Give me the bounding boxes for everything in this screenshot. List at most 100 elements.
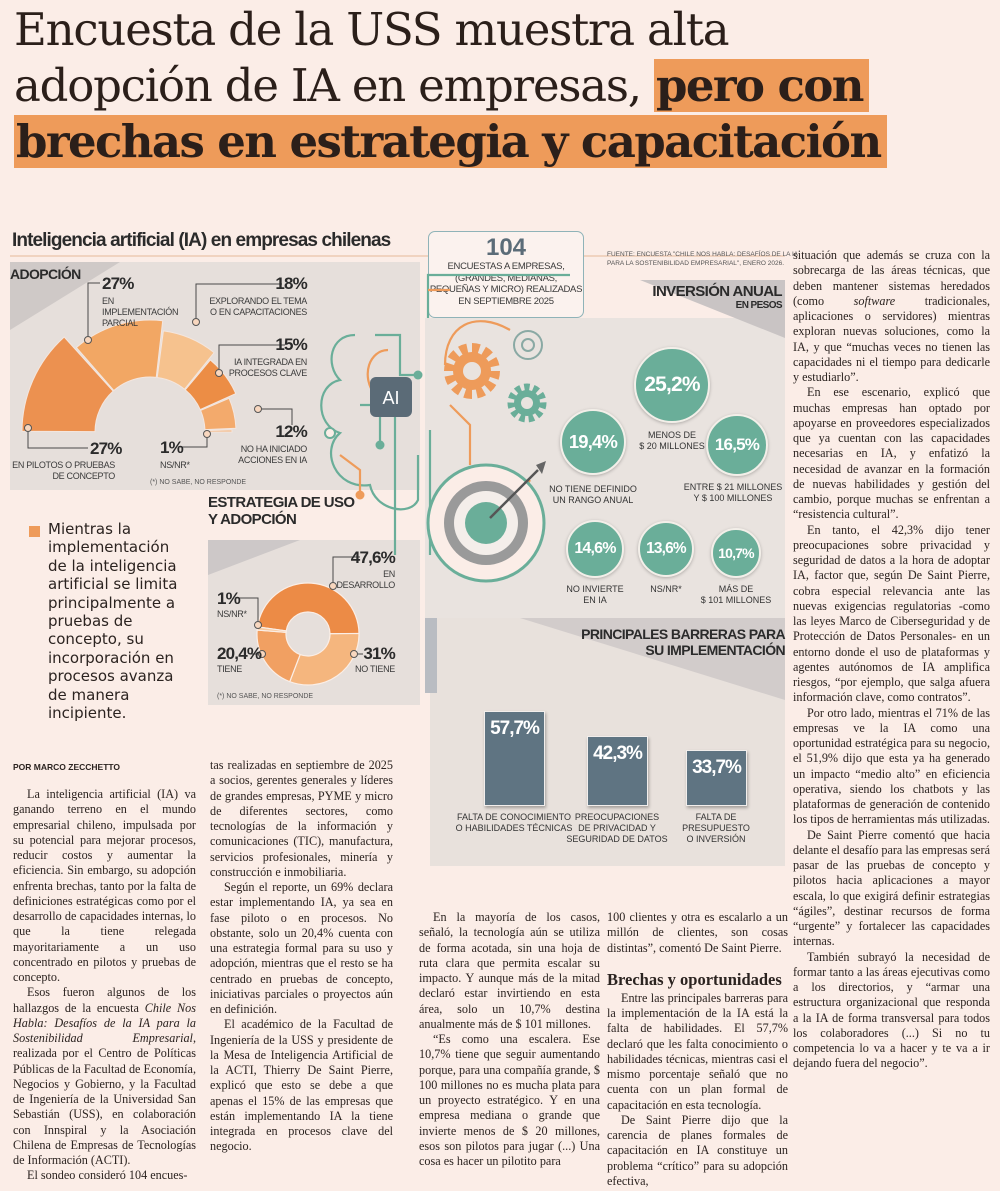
article-paragraph: De Saint Pierre dijo que la carencia de … bbox=[607, 1113, 788, 1189]
barrier-bar: 42,3% bbox=[587, 736, 648, 806]
investment-value: 25,2% bbox=[644, 372, 700, 396]
leader-dot bbox=[254, 405, 262, 413]
barrier-label-2: FALTA DE PRESUPUESTO O INVERSIÓN bbox=[682, 812, 750, 844]
circuit-node bbox=[375, 440, 385, 450]
adoption-segment bbox=[156, 330, 215, 390]
adoption-label-implementation: EN IMPLEMENTACIÓN PARCIAL bbox=[102, 296, 179, 328]
adoption-segment bbox=[21, 336, 114, 433]
strategy-value-nsnr: 1% bbox=[217, 589, 241, 608]
italic-text: Chile Nos Habla: Desafíos de la IA para … bbox=[13, 1000, 197, 1046]
ai-chip-icon bbox=[370, 377, 412, 417]
leader-dot bbox=[84, 336, 92, 344]
barrier-value: 42,3% bbox=[593, 743, 643, 765]
headline-highlight-2: brechas en estrategia y capacitación bbox=[14, 115, 887, 168]
paragraph-text: En la mayoría de los casos, señaló, la t… bbox=[419, 910, 600, 1031]
strategy-corner-shape bbox=[208, 540, 300, 575]
paragraph-text: “Es como una escalera. Ese 10,7% tiene q… bbox=[419, 1032, 600, 1168]
strategy-title: ESTRATEGIA DE USO Y ADOPCIÓN bbox=[208, 494, 355, 528]
paragraph-text: Esos fueron algunos de los hallazgos de … bbox=[13, 985, 196, 1015]
leader-dot bbox=[258, 650, 266, 658]
investment-bubble: 10,7% bbox=[711, 528, 761, 578]
strategy-label-nsnr: NS/NR* bbox=[217, 609, 247, 619]
adoption-chart bbox=[21, 282, 293, 449]
pull-quote-bullet bbox=[29, 526, 40, 537]
adoption-label-exploring: EXPLORANDO EL TEMA O EN CAPACITACIONES bbox=[209, 296, 307, 317]
donut-slice bbox=[256, 582, 360, 635]
paragraph-text: tas realizadas en septiembre de 2025 a s… bbox=[210, 758, 393, 879]
headline-line-1: Encuesta de la USS muestra alta bbox=[14, 3, 730, 56]
adoption-leader-lines bbox=[27, 282, 293, 449]
headline-line-3: brechas en estrategia y capacitación bbox=[14, 114, 1000, 170]
adoption-label-pilots: EN PILOTOS O PRUEBAS DE CONCEPTO bbox=[12, 460, 115, 481]
adoption-value-integrated: 15% bbox=[275, 335, 307, 354]
article-column-4: 100 clientes y otra es escalarlo a un mi… bbox=[607, 910, 788, 1189]
decorative-shapes bbox=[10, 255, 785, 700]
donut-slice bbox=[256, 626, 287, 633]
strategy-value-developing: 47,6% bbox=[350, 548, 396, 567]
leader-dot bbox=[192, 318, 200, 326]
byline: POR MARCO ZECCHETTO bbox=[13, 762, 121, 772]
article-paragraph: “Es como una escalera. Ese 10,7% tiene q… bbox=[419, 1032, 600, 1169]
article-column-1: La inteligencia artificial (IA) va ganan… bbox=[13, 787, 196, 1184]
article-paragraph: Según el reporte, un 69% declara estar i… bbox=[210, 880, 393, 1017]
paragraph-text: Por otro lado, mientras el 71% de las em… bbox=[793, 705, 990, 827]
article-paragraph: En tanto, el 42,3% dijo tener preocupaci… bbox=[793, 523, 990, 706]
investment-bubble: 25,2% bbox=[633, 346, 711, 424]
adoption-label-nsnr: NS/NR* bbox=[160, 460, 190, 470]
leader-dot bbox=[215, 369, 223, 377]
article-paragraph: El sondeo consideró 104 encues- bbox=[13, 1168, 196, 1183]
adoption-value-nsnr: 1% bbox=[160, 438, 184, 457]
investment-bubble: 13,6% bbox=[637, 520, 695, 578]
pull-quote: Mientras la implementación de la intelig… bbox=[48, 520, 178, 723]
leader-dot bbox=[24, 424, 32, 432]
barrier-bar: 33,7% bbox=[686, 750, 747, 806]
barrier-value: 57,7% bbox=[490, 717, 540, 739]
leader-dot bbox=[329, 582, 337, 590]
strategy-label-developing: EN DESARROLLO bbox=[336, 569, 395, 590]
infographic-title: Inteligencia artificial (IA) en empresas… bbox=[12, 230, 391, 251]
ai-brain-illustration: AI bbox=[320, 273, 570, 583]
investment-value: 19,4% bbox=[568, 430, 618, 452]
article-paragraph: situación que además se cruza con la sob… bbox=[793, 248, 990, 385]
strategy-label-has-not: NO TIENE bbox=[355, 664, 395, 674]
adoption-segment bbox=[184, 359, 237, 411]
article-paragraph: Esos fueron algunos de los hallazgos de … bbox=[13, 985, 196, 1168]
adoption-segment bbox=[199, 397, 237, 431]
strategy-value-has-not: 31% bbox=[363, 644, 395, 663]
headline: Encuesta de la USS muestra alta adopción… bbox=[14, 2, 1000, 170]
paragraph-text: De Saint Pierre dijo que la carencia de … bbox=[607, 1112, 788, 1188]
investment-corner-shape bbox=[640, 280, 785, 338]
paragraph-text: También subrayó la necesidad de formar t… bbox=[793, 949, 990, 1071]
circuit-node bbox=[355, 490, 365, 500]
teal-gear-icon bbox=[507, 383, 547, 423]
barriers-corner-shape bbox=[520, 618, 785, 700]
investment-value: 14,6% bbox=[574, 539, 616, 557]
investment-value: 10,7% bbox=[718, 544, 754, 561]
article-paragraph: tas realizadas en septiembre de 2025 a s… bbox=[210, 758, 393, 880]
paragraph-text: El sondeo consideró 104 encues- bbox=[27, 1168, 188, 1183]
investment-label-0: MENOS DE $ 20 MILLONES bbox=[639, 430, 705, 451]
barrier-value: 33,7% bbox=[692, 757, 742, 779]
barrier-label-1: PREOCUPACIONES DE PRIVACIDAD Y SEGURIDAD… bbox=[566, 812, 668, 844]
strategy-donut-chart bbox=[235, 556, 363, 686]
donut-slice bbox=[288, 632, 360, 686]
adoption-value-not-started: 12% bbox=[275, 422, 307, 441]
adoption-corner-shape bbox=[10, 262, 120, 330]
article-column-5: situación que además se cruza con la sob… bbox=[793, 248, 990, 1072]
leader-dot bbox=[350, 650, 358, 658]
investment-bubble: 19,4% bbox=[559, 408, 627, 476]
donut-leader-lines bbox=[235, 556, 363, 655]
paragraph-text: tradicionales, aplicaciones o servidores… bbox=[793, 293, 991, 384]
article-paragraph: El académico de la Facultad de Ingenierí… bbox=[210, 1017, 393, 1154]
adoption-title: ADOPCIÓN bbox=[10, 266, 81, 282]
investment-label-1: NO TIENE DEFINIDO UN RANGO ANUAL bbox=[549, 484, 637, 505]
barrier-bar: 57,7% bbox=[484, 710, 545, 806]
adoption-label-integrated: IA INTEGRADA EN PROCESOS CLAVE bbox=[228, 357, 307, 378]
leader-dot bbox=[254, 621, 262, 629]
investment-title: INVERSIÓN ANUAL bbox=[652, 283, 782, 300]
adoption-label-not-started: NO HA INICIADO ACCIONES EN IA bbox=[238, 444, 307, 465]
paragraph-text: , realizada por el Centro de Políticas P… bbox=[13, 1031, 196, 1167]
strategy-value-has: 20,4% bbox=[217, 644, 262, 663]
orange-gear-icon bbox=[444, 343, 500, 399]
survey-count: 104 bbox=[485, 234, 527, 261]
